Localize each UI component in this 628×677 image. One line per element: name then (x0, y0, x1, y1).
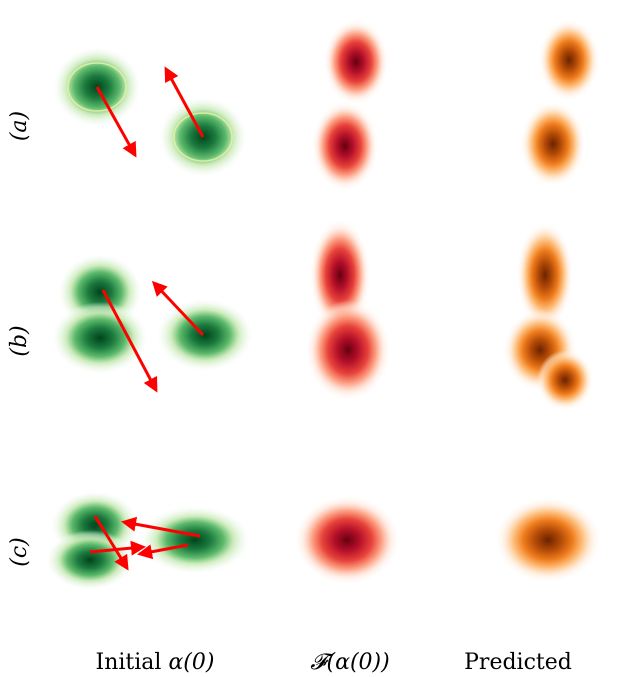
column-label-mapped: 𝓕(α(0)) (240, 650, 460, 675)
velocity-arrow (121, 516, 201, 538)
row-c-initial (46, 491, 250, 590)
velocity-arrow (151, 280, 205, 337)
column-label-mapped-math: 𝓕(α(0)) (310, 650, 390, 675)
column-label-predicted: Predicted (408, 650, 628, 675)
velocity-arrow (89, 540, 146, 556)
row-b-predicted (504, 223, 593, 410)
row-b-mapped (306, 220, 390, 400)
row-b-initial (52, 254, 253, 393)
velocity-arrow (93, 515, 129, 571)
column-label-initial: Initial α(0) (45, 650, 265, 675)
column-label-predicted-text: Predicted (464, 650, 572, 675)
column-label-initial-math: α(0) (168, 650, 215, 675)
row-a-predicted (521, 20, 599, 186)
row-label-b: (b) (7, 325, 32, 357)
velocity-arrow (164, 66, 205, 138)
row-a-mapped (312, 20, 388, 190)
velocity-arrow (137, 543, 189, 560)
row-c-predicted (496, 498, 600, 582)
row-label-c: (c) (7, 537, 32, 567)
row-a-initial (53, 47, 247, 177)
column-label-initial-prefix: Initial (95, 650, 169, 675)
velocity-arrow (95, 86, 137, 158)
velocity-arrow (101, 289, 158, 393)
row-label-a: (a) (7, 110, 32, 142)
row-c-mapped (295, 496, 399, 584)
